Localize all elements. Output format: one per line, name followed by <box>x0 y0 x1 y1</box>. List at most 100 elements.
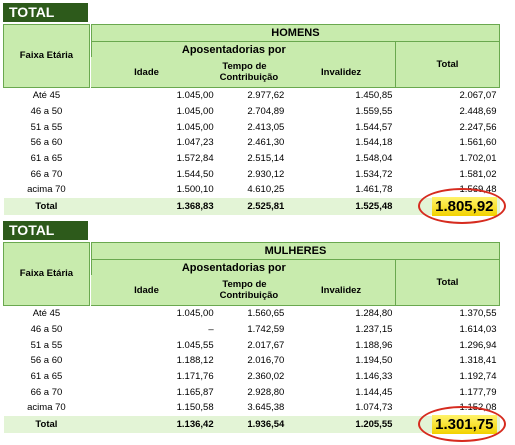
value: 2.928,80 <box>247 386 285 398</box>
value: 2.977,62 <box>247 90 285 102</box>
age-label: 66 a 70 <box>30 386 63 398</box>
header-row: Aposentadorias por Total <box>4 40 501 88</box>
gap <box>89 87 92 104</box>
data-row: 56 a 60 1.047,23 2.461,30 1.544,18 1.561,60 <box>4 134 500 151</box>
data-row: 61 a 65 1.171,76 2.360,02 1.146,33 1.192,74 <box>4 368 500 385</box>
gap <box>89 321 92 338</box>
value: 1.525,48 <box>287 197 396 215</box>
gap <box>89 150 92 167</box>
total-header: Total <box>394 40 501 88</box>
value: 1.205,55 <box>287 415 396 433</box>
group-header: HOMENS <box>90 24 501 42</box>
data-row: Até 45 1.045,00 1.560,65 1.284,80 1.370,55 <box>4 305 500 322</box>
age-label: Total <box>3 415 90 433</box>
value: 1.544,57 <box>355 121 393 133</box>
data-row: 51 a 55 1.045,55 2.017,67 1.188,96 1.296,94 <box>4 337 500 353</box>
value: 1.194,50 <box>355 355 393 367</box>
data-table: Faixa Etária MULHERES Aposentadorias por To… <box>3 242 506 442</box>
data-row: Até 45 1.045,00 2.977,62 1.450,85 2.067,07 <box>4 87 500 104</box>
section-label: TOTAL <box>3 3 88 22</box>
value: 1.045,00 <box>176 308 214 320</box>
value: 1.045,00 <box>176 105 214 117</box>
age-label: 46 a 50 <box>30 105 63 117</box>
gap <box>89 368 92 385</box>
value: 1.544,18 <box>355 137 393 149</box>
value: 1.284,80 <box>355 308 393 320</box>
data-row: 56 a 60 1.188,12 2.016,70 1.194,50 1.318,41 <box>4 352 500 369</box>
grand-total: 1.301,75 <box>395 405 506 442</box>
data-table: Faixa Etária HOMENS Aposentadorias por Tota… <box>3 24 506 224</box>
section-label: TOTAL <box>3 221 88 240</box>
gap <box>89 182 92 198</box>
value: 1.560,65 <box>247 308 285 320</box>
group-header: MULHERES <box>90 242 501 260</box>
gap <box>89 166 92 182</box>
value: 1.500,10 <box>176 184 214 196</box>
value: 1.237,15 <box>355 323 393 335</box>
age-label: 66 a 70 <box>30 168 63 180</box>
data-row: 46 a 50 – 1.742,59 1.237,15 1.614,03 <box>4 321 500 338</box>
gap <box>89 197 92 215</box>
sub-header: Aposentadorias por <box>90 40 396 58</box>
total-row: Total 1.136,42 1.936,54 1.205,55 1.301,75 <box>3 405 506 442</box>
value: – <box>208 323 214 335</box>
value: 1.368,83 <box>91 197 217 215</box>
value: 2.704,89 <box>247 105 285 117</box>
value: 1.370,55 <box>459 308 497 320</box>
age-label: 56 a 60 <box>30 137 63 149</box>
value: 1.150,58 <box>176 402 214 414</box>
gap <box>89 305 92 322</box>
gap <box>89 400 92 416</box>
value: 2.515,14 <box>247 152 285 164</box>
value: 1.045,00 <box>176 90 214 102</box>
value: 1.136,42 <box>91 415 217 433</box>
value: 2.413,05 <box>247 121 285 133</box>
column-header: Idade <box>91 57 217 88</box>
value: 2.461,30 <box>247 137 285 149</box>
gap <box>89 337 92 353</box>
column-header: Invalidez <box>287 275 396 306</box>
age-label: 46 a 50 <box>30 323 63 335</box>
gap <box>89 119 92 135</box>
value: 2.016,70 <box>247 355 285 367</box>
grand-total: 1.805,92 <box>395 187 506 224</box>
value: 2.247,56 <box>459 121 497 133</box>
value: 1.461,78 <box>355 184 393 196</box>
value: 1.296,94 <box>459 339 497 351</box>
value: 1.702,01 <box>459 152 497 164</box>
value: 1.047,23 <box>176 137 214 149</box>
value: 1.045,00 <box>176 121 214 133</box>
value: 1.045,55 <box>176 339 214 351</box>
age-header: Faixa Etária <box>3 242 90 306</box>
column-header: Invalidez <box>287 57 396 88</box>
header-row: Aposentadorias por Total <box>4 258 501 306</box>
header-row: Faixa Etária HOMENS <box>3 24 501 88</box>
value: 1.318,41 <box>459 355 497 367</box>
age-label: 61 a 65 <box>30 152 63 164</box>
data-row: 66 a 70 1.544,50 2.930,12 1.534,72 1.581,02 <box>4 166 500 182</box>
header-row: Faixa Etária MULHERES <box>3 242 501 306</box>
total-header: Total <box>394 258 501 306</box>
value: 2.360,02 <box>247 370 285 382</box>
value: 4.610,25 <box>247 184 285 196</box>
table-block: TOTAL Faixa Etária MULHERES Aposentadorias … <box>3 221 506 442</box>
gap <box>89 352 92 369</box>
column-header: Tempo de Contribuição <box>216 57 288 88</box>
value: 3.645,38 <box>247 402 285 414</box>
data-row: 66 a 70 1.165,87 2.928,80 1.144,45 1.177,79 <box>4 384 500 400</box>
value: 2.067,07 <box>459 90 497 102</box>
value: 1.936,54 <box>216 415 288 433</box>
red-ring <box>417 187 506 224</box>
value: 1.074,73 <box>355 402 393 414</box>
value: 2.017,67 <box>247 339 285 351</box>
red-ring <box>417 405 506 442</box>
table-block: TOTAL Faixa Etária HOMENS Aposentadorias po… <box>3 3 506 224</box>
age-label: Até 45 <box>32 308 61 320</box>
data-row: 46 a 50 1.045,00 2.704,89 1.559,55 2.448,69 <box>4 103 500 120</box>
value: 1.548,04 <box>355 152 393 164</box>
data-row: 51 a 55 1.045,00 2.413,05 1.544,57 2.247,56 <box>4 119 500 135</box>
value: 1.146,33 <box>355 370 393 382</box>
age-label: acima 70 <box>27 184 66 196</box>
value: 1.534,72 <box>355 168 393 180</box>
